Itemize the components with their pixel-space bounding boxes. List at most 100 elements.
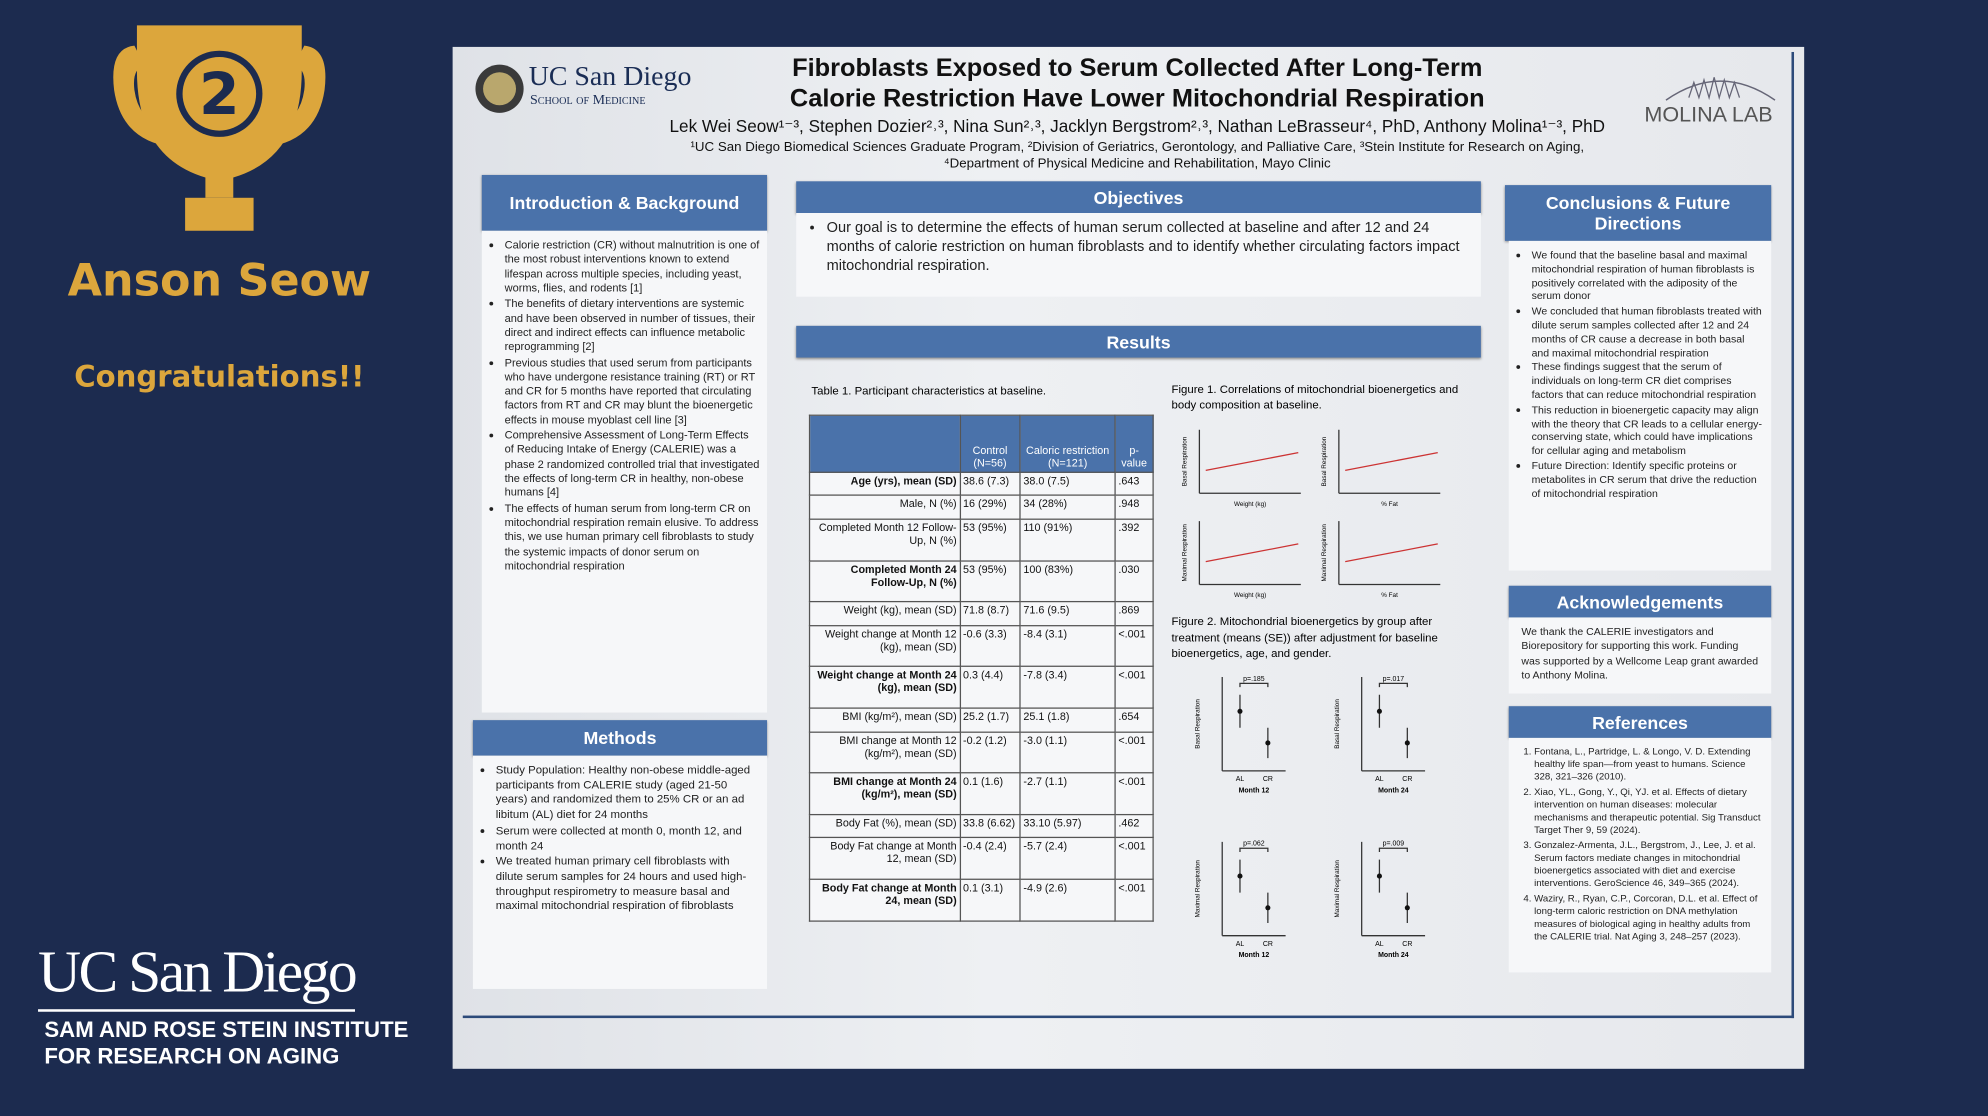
- table-cell: 33.10 (5.97): [1019, 813, 1116, 839]
- reference: Gonzalez-Armenta, J.L., Bergstrom, J., L…: [1534, 839, 1763, 890]
- p-value: p=.009: [1383, 841, 1405, 848]
- group-label: AL: [1375, 941, 1384, 948]
- table-row: Body Fat change at Month 24, mean (SD) 0.…: [808, 878, 1154, 922]
- table-cell: 38.0 (7.5): [1019, 471, 1116, 497]
- poster-frame: [462, 51, 1795, 1019]
- mean-point: [1376, 873, 1382, 879]
- mean-point: [1376, 708, 1382, 714]
- mean-point: [1404, 740, 1410, 746]
- table-row: Completed Month 12 Follow-Up, N (%) 53 (9…: [808, 518, 1154, 562]
- section-body: Study Population: Healthy non-obese midd…: [472, 755, 768, 989]
- section-body: Our goal is to determine the effects of …: [796, 213, 1481, 297]
- table-row: Weight change at Month 12 (kg), mean (SD…: [808, 624, 1154, 668]
- table-cell: <.001: [1114, 731, 1154, 774]
- table-cell: Male, N (%): [808, 495, 961, 520]
- bullet-list: Calorie restriction (CR) without malnutr…: [482, 231, 767, 574]
- table-cell: -4.9 (2.6): [1019, 878, 1116, 922]
- axis-label: Maximal Respiration: [1334, 860, 1341, 918]
- axis-label: Maximal Respiration: [1182, 524, 1189, 582]
- table-cell: 71.6 (9.5): [1019, 601, 1116, 627]
- table-header-cell: [808, 414, 961, 473]
- table-cell: 100 (83%): [1019, 559, 1116, 603]
- table-row: BMI change at Month 12 (kg/m²), mean (SD…: [808, 731, 1154, 774]
- month-label: Month 12: [1239, 787, 1270, 794]
- trend-line: [1345, 452, 1438, 471]
- axis-label: Basal Respiration: [1321, 436, 1328, 486]
- table-cell: -0.4 (2.4): [959, 837, 1021, 881]
- table-cell: 53 (95%): [959, 518, 1021, 562]
- section-body: We thank the CALERIE investigators and B…: [1508, 617, 1772, 694]
- table-cell: Body Fat change at Month 24, mean (SD): [808, 878, 961, 922]
- table-cell: Completed Month 24 Follow-Up, N (%): [808, 559, 961, 603]
- bullet-list: We found that the baseline basal and max…: [1509, 241, 1771, 500]
- table-cell: 0.1 (3.1): [959, 878, 1021, 922]
- figure-caption: Figure 2. Mitochondrial bioenergetics by…: [1171, 614, 1438, 660]
- bracket: [1239, 682, 1269, 688]
- axis-label: Basal Respiration: [1182, 436, 1189, 486]
- table-cell: <.001: [1114, 837, 1154, 881]
- axis-label: Basal Respiration: [1194, 699, 1201, 749]
- bullet: The benefits of dietary interventions ar…: [505, 297, 760, 354]
- table-cell: -3.0 (1.1): [1019, 731, 1116, 774]
- axis-label: Weight (kg): [1234, 592, 1266, 599]
- table-cell: <.001: [1114, 624, 1154, 668]
- table-cell: BMI change at Month 24 (kg/m²), mean (SD…: [808, 772, 961, 816]
- bullet: Study Population: Healthy non-obese midd…: [496, 763, 760, 822]
- trend-line: [1205, 543, 1299, 563]
- reference-list: Fontana, L., Partridge, L. & Longo, V. D…: [1509, 738, 1771, 943]
- bullet: We concluded that human fibroblasts trea…: [1532, 305, 1764, 360]
- objective-text: Our goal is to determine the effects of …: [827, 219, 1463, 276]
- bracket: [1239, 847, 1269, 853]
- table-cell: 34 (28%): [1019, 495, 1116, 520]
- table-cell: <.001: [1114, 878, 1154, 922]
- trend-line: [1345, 543, 1438, 563]
- bullet: Comprehensive Assessment of Long-Term Ef…: [505, 429, 760, 501]
- table-cell: -0.2 (1.2): [959, 731, 1021, 774]
- section-header: Acknowledgements: [1508, 585, 1772, 618]
- table-row: Completed Month 24 Follow-Up, N (%) 53 (9…: [808, 559, 1154, 603]
- table-cell: Body Fat change at Month 12, mean (SD): [808, 837, 961, 881]
- bracket: [1378, 682, 1408, 688]
- lab-logo-wave: [1665, 77, 1776, 101]
- table-row: Male, N (%) 16 (29%) 34 (28%) .948: [808, 495, 1154, 520]
- table-cell: .462: [1114, 813, 1154, 839]
- table-cell: 16 (29%): [959, 495, 1021, 520]
- group-label: AL: [1236, 941, 1245, 948]
- poster-photo: UC San Diego School of Medicine MOLINA L…: [452, 46, 1805, 1069]
- acknowledgement-text: We thank the CALERIE investigators and B…: [1521, 625, 1759, 682]
- table-cell: 0.3 (4.4): [959, 666, 1021, 709]
- table-cell: 71.8 (8.7): [959, 601, 1021, 627]
- table-caption: Table 1. Participant characteristics at …: [811, 384, 1047, 397]
- bullet: We found that the baseline basal and max…: [1532, 249, 1764, 304]
- axis-label: % Fat: [1381, 592, 1398, 599]
- table-cell: -7.8 (3.4): [1019, 666, 1116, 709]
- table-cell: .030: [1114, 559, 1154, 603]
- table-row: Age (yrs), mean (SD) 38.6 (7.3) 38.0 (7.5)…: [808, 471, 1154, 497]
- table-header-cell: Caloric restriction (N=121): [1019, 414, 1116, 473]
- section-header: Results: [796, 325, 1481, 358]
- mean-point: [1237, 708, 1243, 714]
- section-body: We found that the baseline basal and max…: [1508, 240, 1772, 571]
- authors: Lek Wei Seow¹⁻³, Stephen Dozier²˒³, Nina…: [669, 116, 1605, 136]
- affiliations: ¹UC San Diego Biomedical Sciences Gradua…: [690, 139, 1585, 155]
- group-label: AL: [1236, 776, 1245, 783]
- table-cell: Weight change at Month 12 (kg), mean (SD…: [808, 624, 961, 668]
- table-row: Weight (kg), mean (SD) 71.8 (8.7) 71.6 (9.…: [808, 601, 1154, 627]
- section-header: References: [1508, 706, 1772, 738]
- seal: [475, 64, 524, 113]
- table-cell: <.001: [1114, 772, 1154, 816]
- table-header-cell: Control (N=56): [959, 414, 1021, 473]
- bullet: Calorie restriction (CR) without malnutr…: [505, 238, 760, 295]
- mean-point: [1265, 740, 1271, 746]
- mean-point: [1237, 873, 1243, 879]
- table-cell: Weight (kg), mean (SD): [808, 601, 961, 627]
- month-label: Month 12: [1239, 952, 1270, 959]
- table-cell: Weight change at Month 24 (kg), mean (SD…: [808, 666, 961, 709]
- group-label: AL: [1375, 776, 1384, 783]
- p-value: p=.185: [1243, 676, 1265, 683]
- table-header-cell: p-value: [1114, 414, 1154, 473]
- section-header: Methods: [472, 720, 768, 756]
- section-header: Objectives: [796, 181, 1481, 214]
- bracket: [1378, 847, 1408, 853]
- table-cell: .643: [1114, 471, 1154, 497]
